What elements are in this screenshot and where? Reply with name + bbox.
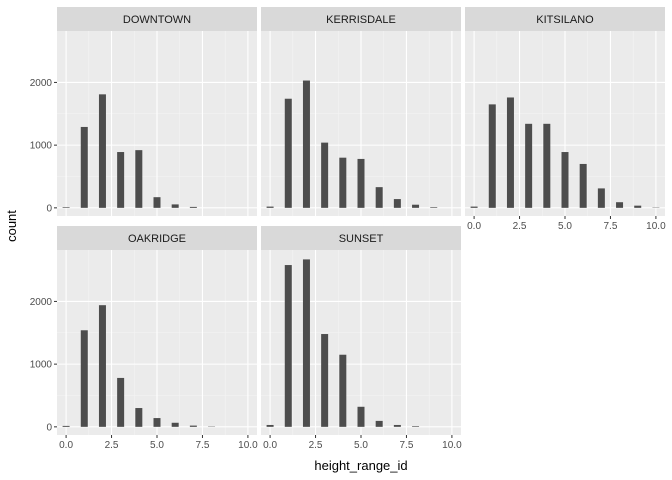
- bar-kerrisdale-9: [430, 207, 438, 208]
- bar-oakridge-3: [117, 377, 125, 427]
- bar-kerrisdale-7: [393, 199, 401, 208]
- y-axis-title: count: [4, 210, 19, 242]
- y-tick-label: 0: [46, 203, 52, 214]
- x-tick-label: 10.0: [238, 440, 258, 451]
- bar-kerrisdale-4: [339, 157, 347, 208]
- bar-kitsilano-5: [561, 152, 569, 208]
- bar-kerrisdale-8: [412, 204, 420, 208]
- x-axis-title: height_range_id: [314, 458, 407, 473]
- bar-kitsilano-4: [543, 123, 551, 208]
- bar-kerrisdale-0: [266, 206, 274, 208]
- bar-downtown-0: [62, 207, 70, 208]
- bar-sunset-3: [321, 334, 329, 427]
- bar-kitsilano-3: [525, 123, 533, 208]
- x-tick-label: 5.0: [354, 440, 368, 451]
- facet-label-sunset: SUNSET: [339, 233, 384, 245]
- y-tick-label: 0: [46, 422, 52, 433]
- bar-oakridge-4: [135, 408, 143, 427]
- bar-downtown-1: [80, 126, 88, 208]
- bar-downtown-5: [153, 197, 161, 208]
- bar-oakridge-1: [80, 330, 88, 427]
- bar-oakridge-7: [189, 425, 197, 427]
- bar-kerrisdale-5: [357, 158, 365, 208]
- bar-oakridge-2: [98, 305, 106, 427]
- bar-kerrisdale-1: [284, 98, 292, 208]
- x-tick-label: 0.0: [467, 221, 481, 232]
- x-tick-label: 7.5: [400, 440, 414, 451]
- bar-kerrisdale-3: [321, 142, 329, 208]
- y-tick-label: 2000: [30, 297, 53, 308]
- facet-strip-kerrisdale: [261, 7, 461, 31]
- facet-label-oakridge: OAKRIDGE: [128, 233, 186, 245]
- x-tick-label: 5.0: [150, 440, 164, 451]
- facet-label-kitsilano: KITSILANO: [536, 14, 594, 26]
- facet-strip-sunset: [261, 226, 461, 250]
- bar-sunset-7: [393, 424, 401, 427]
- facet-strip-oakridge: [57, 226, 257, 250]
- facet-strip-kitsilano: [465, 7, 665, 31]
- x-tick-label: 7.5: [604, 221, 618, 232]
- x-tick-label: 10.0: [442, 440, 462, 451]
- x-tick-label: 0.0: [263, 440, 277, 451]
- bar-downtown-3: [117, 152, 125, 208]
- y-tick-label: 2000: [30, 78, 53, 89]
- x-tick-label: 0.0: [59, 440, 73, 451]
- facet-label-kerrisdale: KERRISDALE: [326, 14, 396, 26]
- bar-kitsilano-2: [506, 97, 514, 208]
- bar-kerrisdale-6: [375, 187, 383, 208]
- facet-strip-downtown: [57, 7, 257, 31]
- bar-downtown-4: [135, 150, 143, 208]
- x-tick-label: 7.5: [196, 440, 210, 451]
- bar-sunset-1: [284, 265, 292, 427]
- bar-oakridge-6: [171, 422, 179, 427]
- y-tick-label: 1000: [30, 360, 53, 371]
- bar-sunset-6: [375, 420, 383, 427]
- bar-downtown-7: [189, 206, 197, 208]
- bar-oakridge-5: [153, 418, 161, 427]
- bar-sunset-2: [302, 259, 310, 427]
- bar-kitsilano-0: [470, 206, 478, 208]
- x-tick-label: 5.0: [558, 221, 572, 232]
- bar-kitsilano-9: [634, 205, 642, 208]
- y-tick-label: 1000: [30, 141, 53, 152]
- bar-kerrisdale-2: [302, 80, 310, 208]
- bar-kitsilano-6: [579, 163, 587, 208]
- bar-kitsilano-7: [597, 188, 605, 208]
- bar-kitsilano-8: [616, 202, 624, 208]
- bar-sunset-5: [357, 406, 365, 427]
- x-tick-label: 10.0: [646, 221, 666, 232]
- facet-label-downtown: DOWNTOWN: [123, 14, 191, 26]
- bar-sunset-0: [266, 424, 274, 427]
- bar-kitsilano-1: [488, 104, 496, 208]
- x-tick-label: 2.5: [513, 221, 527, 232]
- bar-downtown-6: [171, 204, 179, 208]
- bar-oakridge-0: [62, 425, 70, 427]
- bar-sunset-8: [412, 426, 420, 427]
- bar-downtown-2: [98, 94, 106, 208]
- bar-sunset-4: [339, 354, 347, 427]
- x-tick-label: 2.5: [309, 440, 323, 451]
- x-tick-label: 2.5: [105, 440, 119, 451]
